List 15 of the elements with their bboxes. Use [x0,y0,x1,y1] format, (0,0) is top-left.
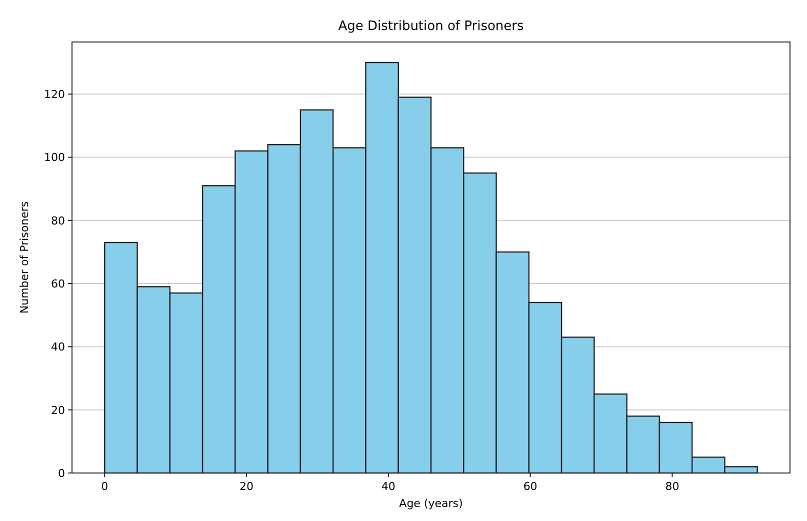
y-tick-label: 80 [51,214,65,228]
y-tick-label: 100 [44,151,65,164]
y-tick-label: 0 [58,467,65,480]
x-tick-label: 0 [101,480,108,493]
x-axis-title: Age (years) [399,497,463,510]
y-tick-label: 40 [51,340,65,354]
y-tick-label: 120 [44,88,65,102]
y-tick-label: 60 [51,278,65,291]
y-tick-label: 20 [51,404,65,417]
x-tick-label: 60 [523,480,538,493]
x-tick-label: 40 [381,480,396,493]
chart-title: Age Distribution of Prisoners [338,19,524,34]
x-tick-label: 20 [240,480,254,493]
x-tick-label: 80 [665,480,680,493]
y-axis-title: Number of Prisoners [18,201,31,314]
